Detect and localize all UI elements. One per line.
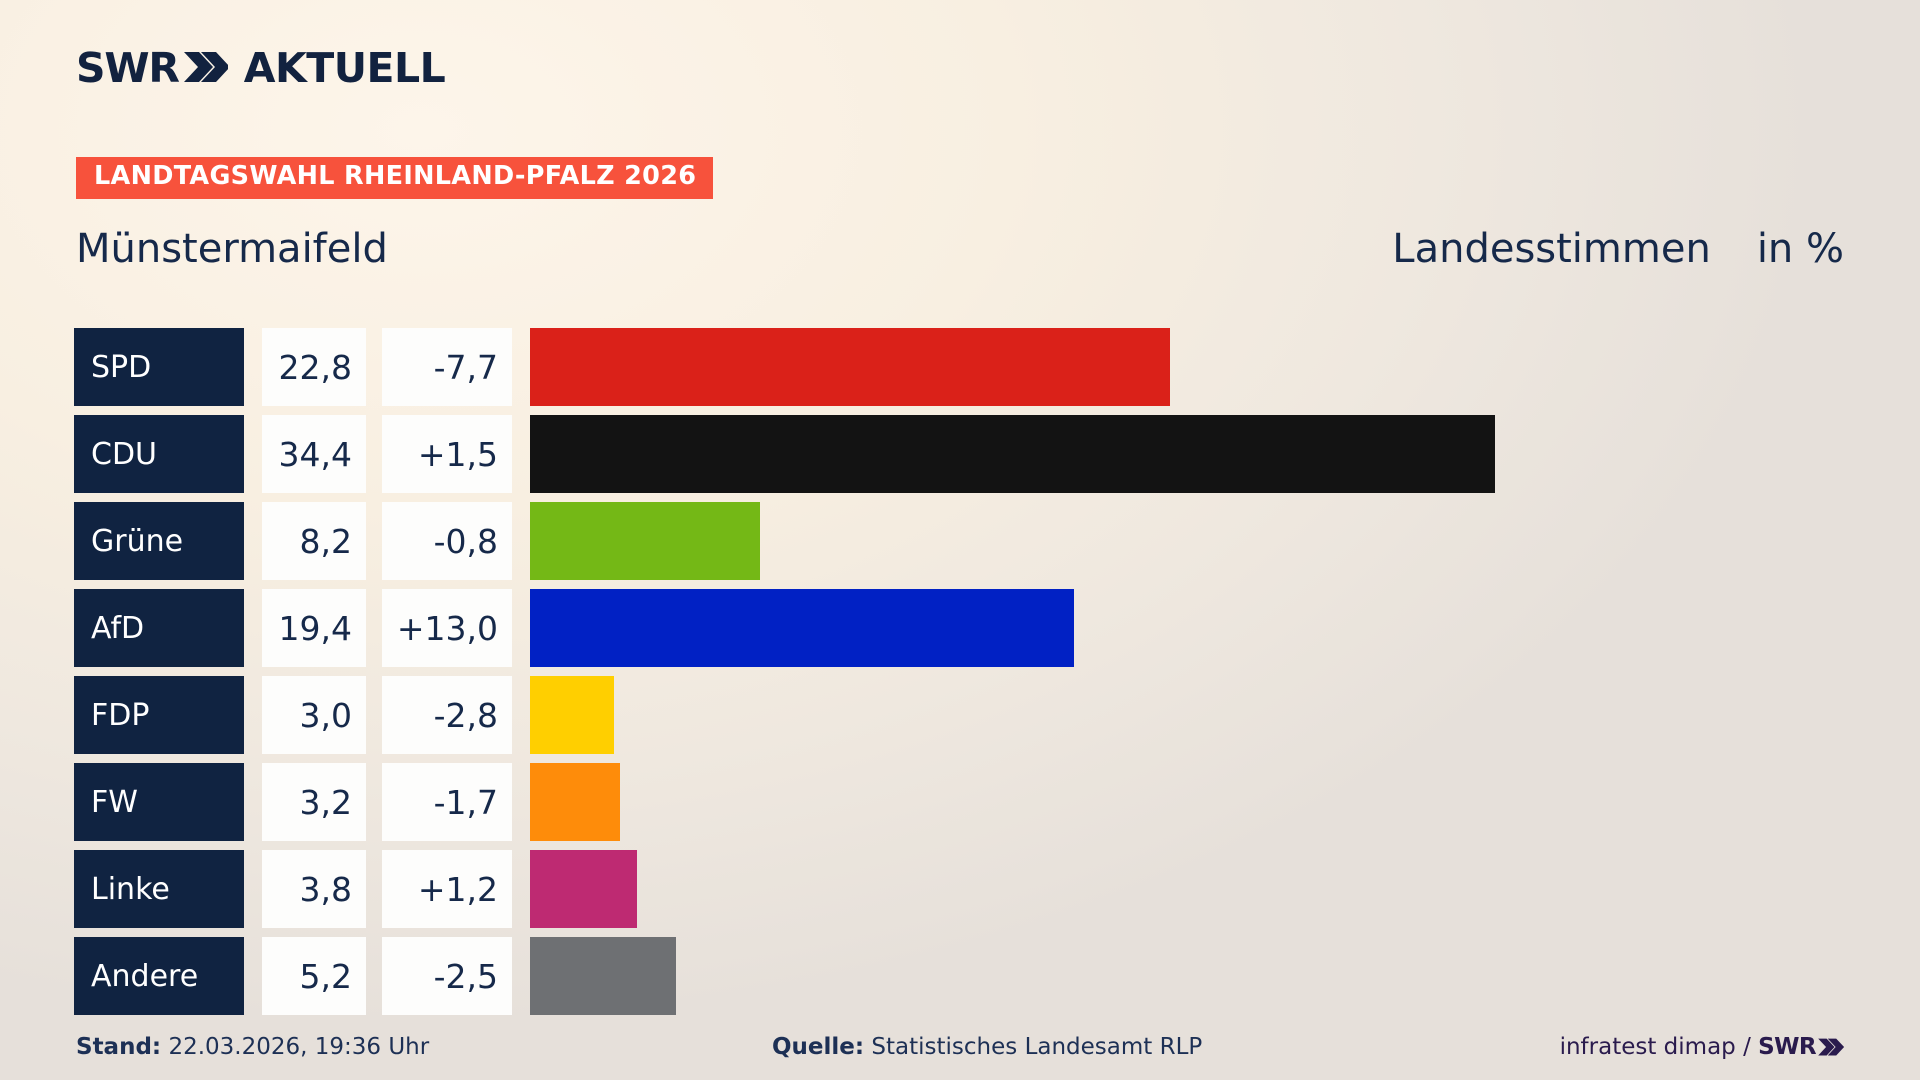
vote-type-group: Landesstimmen in %: [1392, 229, 1844, 269]
party-share-cell: 34,4: [262, 415, 366, 493]
party-change-cell: -0,8: [382, 502, 512, 580]
party-change-cell: -7,7: [382, 328, 512, 406]
quelle-value: Statistisches Landesamt RLP: [871, 1034, 1203, 1060]
party-change-cell: -2,5: [382, 937, 512, 1015]
party-name: Grüne: [91, 523, 184, 559]
credit-swr-wordmark: SWR: [1758, 1034, 1816, 1060]
bar-track: [530, 328, 1849, 406]
party-name: FDP: [91, 697, 150, 733]
table-row: Linke 3,8 +1,2: [74, 850, 1849, 928]
party-label-cell: Linke: [74, 850, 244, 928]
subheader: Münstermaifeld Landesstimmen in %: [76, 222, 1844, 276]
stand-block: Stand: 22.03.2026, 19:36 Uhr: [76, 1034, 716, 1060]
party-change-cell: +1,2: [382, 850, 512, 928]
footer: Stand: 22.03.2026, 19:36 Uhr Quelle: Sta…: [76, 1030, 1845, 1064]
credit-text: infratest dimap /: [1559, 1034, 1751, 1060]
party-bar: [530, 937, 676, 1015]
bar-track: [530, 589, 1849, 667]
party-bar: [530, 676, 615, 754]
party-share-cell: 22,8: [262, 328, 366, 406]
party-name: Linke: [91, 871, 170, 907]
party-name: SPD: [91, 349, 152, 385]
stand-label: Stand:: [76, 1034, 162, 1060]
party-label-cell: FDP: [74, 676, 244, 754]
credit-block: infratest dimap / SWR: [1559, 1034, 1845, 1060]
party-label-cell: Andere: [74, 937, 244, 1015]
party-name: AfD: [91, 610, 145, 646]
stand-value: 22.03.2026, 19:36 Uhr: [168, 1034, 430, 1060]
party-share-cell: 3,2: [262, 763, 366, 841]
table-row: Andere 5,2 -2,5: [74, 937, 1849, 1015]
election-title-badge: LANDTAGSWAHL RHEINLAND-PFALZ 2026: [76, 157, 714, 199]
party-label-cell: AfD: [74, 589, 244, 667]
swr-wordmark: SWR: [76, 43, 180, 92]
party-bar: [530, 415, 1496, 493]
party-bar: [530, 328, 1170, 406]
party-change-cell: -2,8: [382, 676, 512, 754]
double-chevron-right-icon: [1816, 1034, 1845, 1060]
region-name: Münstermaifeld: [76, 226, 388, 272]
party-share-cell: 5,2: [262, 937, 366, 1015]
aktuell-wordmark: AKTUELL: [243, 43, 446, 92]
table-row: CDU 34,4 +1,5: [74, 415, 1849, 493]
party-change-cell: +13,0: [382, 589, 512, 667]
bar-track: [530, 415, 1849, 493]
party-bar: [530, 589, 1075, 667]
swr-aktuell-logo: SWR AKTUELL: [76, 43, 446, 92]
party-share-cell: 3,0: [262, 676, 366, 754]
vote-type-label: Landesstimmen: [1392, 226, 1711, 272]
party-name: CDU: [91, 436, 158, 472]
party-share-cell: 19,4: [262, 589, 366, 667]
bar-track: [530, 850, 1849, 928]
party-share-cell: 8,2: [262, 502, 366, 580]
brand-header: SWR AKTUELL: [76, 43, 446, 92]
bar-track: [530, 763, 1849, 841]
party-label-cell: Grüne: [74, 502, 244, 580]
table-row: FDP 3,0 -2,8: [74, 676, 1849, 754]
table-row: AfD 19,4 +13,0: [74, 589, 1849, 667]
quelle-label: Quelle:: [772, 1034, 865, 1060]
table-row: Grüne 8,2 -0,8: [74, 502, 1849, 580]
party-change-cell: +1,5: [382, 415, 512, 493]
party-bar: [530, 763, 620, 841]
party-label-cell: SPD: [74, 328, 244, 406]
party-name: Andere: [91, 958, 199, 994]
party-change-cell: -1,7: [382, 763, 512, 841]
bar-track: [530, 502, 1849, 580]
quelle-block: Quelle: Statistisches Landesamt RLP: [716, 1034, 1560, 1060]
double-chevron-right-icon: [182, 51, 230, 86]
party-share-cell: 3,8: [262, 850, 366, 928]
table-row: FW 3,2 -1,7: [74, 763, 1849, 841]
party-label-cell: CDU: [74, 415, 244, 493]
bar-track: [530, 676, 1849, 754]
party-bar: [530, 502, 761, 580]
results-bar-chart: SPD 22,8 -7,7 CDU 34,4 +1,5 Grüne 8,2 -0…: [74, 328, 1849, 1024]
unit-label: in %: [1756, 226, 1844, 272]
table-row: SPD 22,8 -7,7: [74, 328, 1849, 406]
party-bar: [530, 850, 637, 928]
party-name: FW: [91, 784, 138, 820]
bar-track: [530, 937, 1849, 1015]
party-label-cell: FW: [74, 763, 244, 841]
